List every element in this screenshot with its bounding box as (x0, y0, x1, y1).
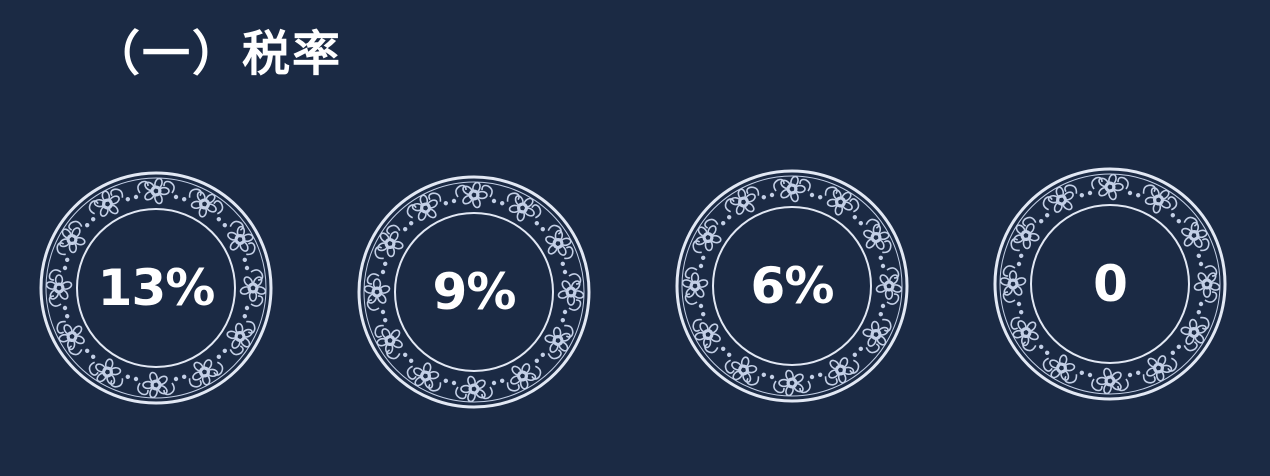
rate-plate-4: 0 (992, 164, 1228, 404)
rate-value-2: 9% (432, 263, 517, 321)
porcelain-plate-icon (675, 169, 909, 403)
porcelain-plate-icon (993, 167, 1227, 401)
rate-value-4: 0 (1093, 255, 1128, 313)
porcelain-plate-icon (357, 175, 591, 409)
rate-value-1: 13% (97, 259, 216, 317)
rate-plate-3: 6% (674, 166, 910, 406)
rate-plate-2: 9% (356, 172, 592, 412)
rate-value-3: 6% (750, 257, 835, 315)
page-title: （一）税率 (92, 26, 343, 82)
porcelain-plate-icon (39, 171, 273, 405)
rate-plate-1: 13% (38, 168, 274, 408)
